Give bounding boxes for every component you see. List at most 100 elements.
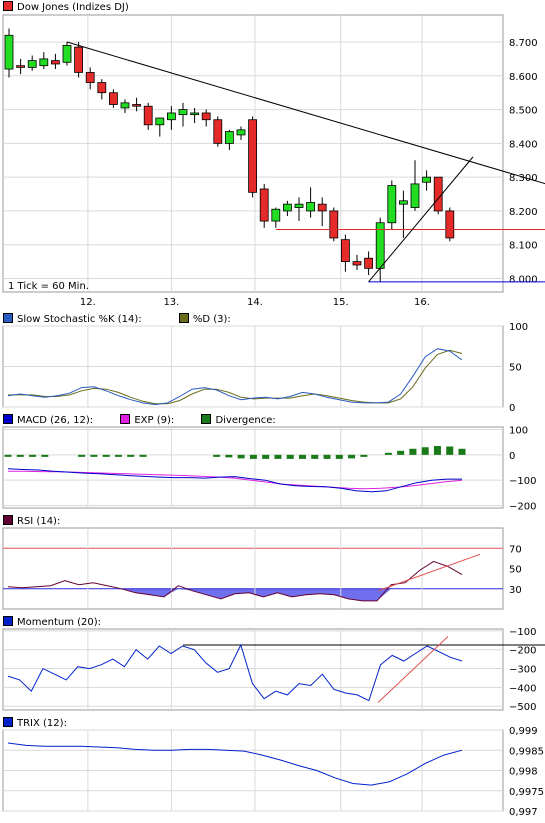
legend-label: TRIX (12): — [17, 718, 67, 729]
y-tick-label: 8.000 — [509, 274, 538, 285]
legend-swatch — [120, 414, 131, 424]
candle-down — [109, 92, 118, 105]
legend-swatch — [178, 313, 189, 323]
candle-up — [236, 129, 246, 136]
divergence-bar — [360, 454, 368, 457]
y-tick-label: −100 — [509, 627, 536, 638]
candle-down — [97, 82, 107, 94]
plot-area — [2, 426, 504, 509]
candle-up — [27, 60, 37, 68]
candle-up — [120, 102, 130, 109]
y-tick-label: 50 — [509, 565, 522, 576]
candle-up — [39, 58, 49, 67]
candle-down — [74, 46, 83, 73]
rsi-panel: 70 50 30 — [2, 527, 522, 610]
candle-up — [4, 34, 14, 70]
trix-legend: TRIX (12): — [3, 717, 81, 730]
candle-down — [340, 239, 350, 262]
legend-label: MACD (26, 12): — [17, 415, 94, 426]
legend-label: Slow Stochastic %K (14): — [17, 314, 142, 325]
legend-item-stoch-k: Slow Stochastic %K (14): — [3, 313, 142, 326]
stoch-d-line — [8, 349, 463, 405]
legend-item-stoch-d: %D (3): — [178, 313, 231, 326]
divergence-bar — [127, 454, 135, 457]
y-tick-label: −400 — [509, 683, 536, 694]
y-tick-label: 0,9975 — [509, 787, 544, 798]
tick-note: 1 Tick = 60 Min. — [8, 281, 89, 292]
trend-line — [66, 41, 545, 185]
legend-swatch — [3, 616, 13, 626]
divergence-bar — [78, 454, 86, 457]
candle-up — [387, 185, 397, 224]
y-tick-label: 100 — [509, 322, 528, 333]
candle-up — [224, 131, 234, 144]
y-tick-label: 8.100 — [509, 241, 538, 252]
rsi-trend-line — [377, 553, 481, 592]
divergence-bar — [323, 454, 331, 459]
legend-item-momentum: Momentum (20): — [3, 616, 101, 629]
divergence-bar — [397, 450, 405, 455]
y-tick-label: 0,997 — [509, 807, 538, 818]
y-tick-label: 0,998 — [509, 767, 538, 778]
candle-up — [155, 117, 165, 126]
candle-down — [51, 60, 60, 65]
candle-up — [398, 200, 408, 205]
candle-up — [410, 183, 420, 208]
candle-down — [143, 105, 153, 126]
rsi-legend: RSI (14): — [3, 515, 74, 528]
legend-item-macd: MACD (26, 12): — [3, 414, 93, 427]
y-tick-label: 8.700 — [509, 38, 538, 49]
uptrend-line — [368, 156, 474, 283]
macd-panel: 100 0 −100 −200 — [2, 426, 536, 512]
stochastic-legend: Slow Stochastic %K (14): %D (3): — [3, 313, 245, 326]
rsi-line — [7, 560, 463, 602]
y-tick-label: 8.500 — [509, 106, 538, 117]
candle-down — [213, 119, 223, 144]
divergence-bar — [286, 454, 294, 459]
momentum-legend: Momentum (20): — [3, 616, 115, 629]
legend-label: %D (3): — [192, 314, 231, 325]
divergence-bar — [114, 454, 122, 457]
x-tick-label: 12. — [80, 297, 96, 308]
y-tick-label: −200 — [509, 646, 536, 657]
candle-down — [259, 188, 269, 222]
momentum-trend-line — [377, 636, 449, 703]
divergence-bar — [225, 454, 233, 458]
legend-swatch — [3, 414, 13, 424]
y-tick-label: 50 — [509, 363, 522, 374]
divergence-bar — [102, 454, 110, 457]
legend-label: EXP (9): — [134, 415, 175, 426]
y-tick-label: −100 — [509, 476, 536, 487]
y-tick-label: 0,999 — [509, 726, 538, 737]
divergence-bar — [4, 454, 12, 457]
candle-down — [317, 203, 327, 212]
x-tick-label: 15. — [333, 297, 349, 308]
x-tick-label: 13. — [163, 297, 179, 308]
candle-down — [352, 261, 362, 266]
divergence-bar — [458, 448, 466, 455]
stochastic-panel: 100 50 0 — [2, 322, 528, 414]
divergence-bar — [262, 454, 270, 459]
divergence-bar — [298, 454, 306, 459]
legend-swatch — [3, 717, 13, 727]
candle-down — [16, 65, 26, 68]
candle-up — [62, 45, 72, 63]
y-tick-label: 8.300 — [509, 173, 538, 184]
divergence-bar — [29, 454, 37, 457]
candle-up — [271, 208, 281, 222]
legend-item-rsi: RSI (14): — [3, 515, 60, 528]
y-tick-label: 0 — [509, 403, 515, 414]
y-tick-label: −500 — [509, 702, 536, 713]
y-tick-label: 100 — [509, 426, 528, 437]
trix-line — [7, 742, 463, 786]
divergence-bar — [311, 454, 319, 459]
legend-label: Dow Jones (Indizes DJ) — [17, 2, 129, 13]
candle-up — [282, 203, 292, 212]
macd-legend: MACD (26, 12): EXP (9): Divergence: — [3, 414, 290, 427]
legend-item-exp: EXP (9): — [120, 414, 174, 427]
momentum-panel: −100 −200 −300 −400 −500 — [2, 627, 545, 713]
divergence-bar — [41, 454, 49, 457]
divergence-bar — [384, 452, 392, 455]
divergence-bar — [213, 454, 221, 457]
legend-label: Momentum (20): — [17, 617, 102, 628]
